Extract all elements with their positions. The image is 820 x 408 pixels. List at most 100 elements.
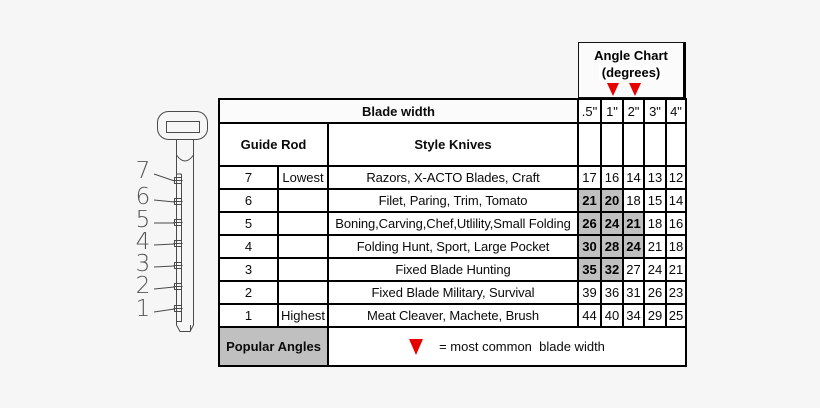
angle-cell: 26 [577,211,602,236]
angle-cell: 21 [665,257,687,282]
rod-number: 4 [218,234,279,259]
table-row: 1 Highest Meat Cleaver, Machete, Brush 4… [218,303,687,328]
width-header-05: .5" [577,98,602,124]
angle-cell: 25 [665,303,687,328]
rod-number: 7 [218,165,279,190]
angle-chart-header-box: Angle Chart (degrees) [578,42,686,98]
rod-notches [173,177,183,312]
angle-cell: 28 [600,234,624,259]
rod-bottom [176,324,194,332]
angle-cell: 29 [643,303,667,328]
angle-cell: 44 [577,303,602,328]
style-knives-cell: Folding Hunt, Sport, Large Pocket [327,234,579,259]
angle-cell: 16 [600,165,624,190]
angle-cell: 26 [643,280,667,305]
style-knives-cell: Fixed Blade Military, Survival [327,280,579,305]
angle-cell: 34 [622,303,645,328]
rod-number: 5 [218,211,279,236]
rod-level-label: Highest [277,303,329,328]
angle-cell: 18 [622,188,645,213]
angle-cell: 32 [600,257,624,282]
rod-level-label [277,211,329,236]
most-common-marker-icon [409,338,424,355]
most-common-marker-icon [607,83,619,96]
most-common-marker-icon [629,83,641,96]
rod-position-label: 7 [136,158,151,184]
rod-position-label: 3 [136,251,151,277]
empty-cell [665,122,687,167]
empty-cell [600,122,624,167]
table-row: 6 Filet, Paring, Trim, Tomato 21 20 18 1… [218,188,687,213]
rod-position-label: 1 [136,296,151,322]
rod-number: 2 [218,280,279,305]
table-row: 5 Boning,Carving,Chef,Utlility,Small Fol… [218,211,687,236]
width-header-4: 4" [665,98,687,124]
column-header-row: Guide Rod Style Knives [218,122,687,167]
rod-position-label: 5 [136,207,151,233]
angle-cell: 13 [643,165,667,190]
width-header-1: 1" [600,98,624,124]
table-row: 4 Folding Hunt, Sport, Large Pocket 30 2… [218,234,687,259]
angle-cell: 24 [643,257,667,282]
rod-position-label: 2 [136,273,151,299]
rod-handle-outline [157,111,208,140]
table-row: 2 Fixed Blade Military, Survival 39 36 3… [218,280,687,305]
empty-cell [643,122,667,167]
angle-cell: 15 [643,188,667,213]
legend-row: Popular Angles = most common blade width [218,326,687,367]
angle-cell: 30 [577,234,602,259]
rod-position-label: 6 [136,184,151,210]
style-knives-cell: Filet, Paring, Trim, Tomato [327,188,579,213]
angle-cell: 18 [665,234,687,259]
rod-number: 6 [218,188,279,213]
guide-rod-diagram: 7 6 5 4 3 2 1 [136,111,208,332]
empty-cell [577,122,602,167]
popular-angles-label: Popular Angles [218,326,329,367]
guide-rod-header: Guide Rod [218,122,329,167]
style-knives-header: Style Knives [327,122,579,167]
angle-chart-subtitle: (degrees) [579,64,683,82]
rod-position-labels: 7 6 5 4 3 2 1 [136,158,151,322]
rod-level-label [277,280,329,305]
width-header-3: 3" [643,98,667,124]
angle-cell: 27 [622,257,645,282]
style-knives-cell: Razors, X-ACTO Blades, Craft [327,165,579,190]
angle-cell: 21 [577,188,602,213]
style-knives-cell: Fixed Blade Hunting [327,257,579,282]
angle-cell: 18 [643,211,667,236]
angle-chart-title: Angle Chart [594,48,668,63]
rod-level-label [277,234,329,259]
angle-cell: 14 [622,165,645,190]
blade-width-row: Blade width .5" 1" 2" 3" 4" [218,98,687,124]
rod-leader-lines [153,173,175,313]
angle-cell: 12 [665,165,687,190]
rod-level-label [277,188,329,213]
width-header-2: 2" [622,98,645,124]
angle-cell: 21 [622,211,645,236]
angle-cell: 35 [577,257,602,282]
angle-cell: 39 [577,280,602,305]
angle-chart-table: Blade width .5" 1" 2" 3" 4" Guide Rod St… [218,98,687,367]
angle-cell: 21 [643,234,667,259]
angle-cell: 23 [665,280,687,305]
angle-cell: 14 [665,188,687,213]
legend-cell: = most common blade width [327,326,687,367]
rod-number: 1 [218,303,279,328]
angle-cell: 36 [600,280,624,305]
table-row: 3 Fixed Blade Hunting 35 32 27 24 21 [218,257,687,282]
angle-cell: 17 [577,165,602,190]
blade-width-label: Blade width [218,98,579,124]
rod-level-label [277,257,329,282]
rod-collar-arc [176,154,194,162]
angle-cell: 16 [665,211,687,236]
empty-cell [622,122,645,167]
angle-cell: 20 [600,188,624,213]
angle-cell: 40 [600,303,624,328]
angle-cell: 31 [622,280,645,305]
legend-text: = most common blade width [439,339,605,354]
table-row: 7 Lowest Razors, X-ACTO Blades, Craft 17… [218,165,687,190]
style-knives-cell: Boning,Carving,Chef,Utlility,Small Foldi… [327,211,579,236]
rod-number: 3 [218,257,279,282]
rod-level-label: Lowest [277,165,329,190]
